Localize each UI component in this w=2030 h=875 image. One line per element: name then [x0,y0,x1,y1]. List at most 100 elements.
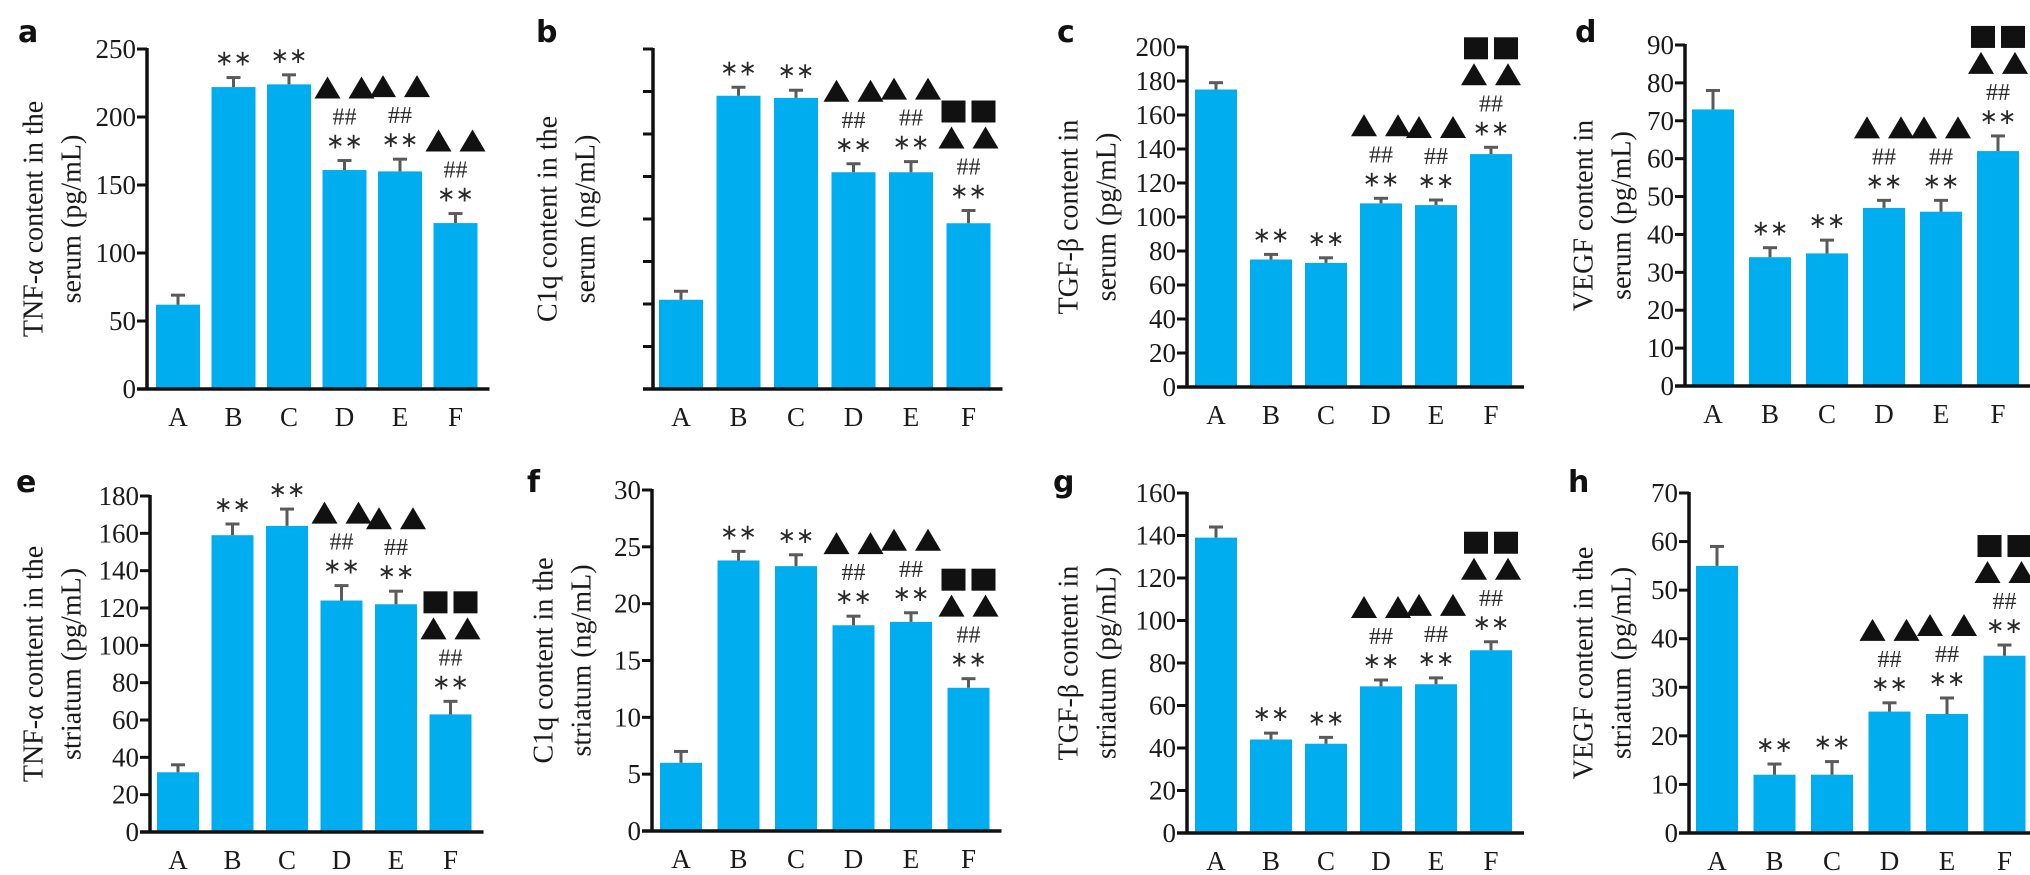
significance-hash: ## [1479,91,1503,117]
x-tick-label: F [1483,846,1498,875]
y-tick-label: 0 [628,816,642,846]
triangle-marker [314,76,341,99]
y-tick-label: 200 [1136,32,1177,62]
triangle-marker [938,594,965,617]
y-tick-label: 0 [1661,371,1675,401]
bar-A [1195,89,1237,387]
x-tick-label: C [1823,846,1841,875]
x-tick-label: D [1880,846,1900,875]
significance-hash: ## [1878,647,1902,673]
x-tick-label: C [280,402,298,432]
triangle-marker [348,76,375,99]
significance-hash: ## [444,158,468,184]
significance-triangles [823,79,884,102]
y-tick-label: 150 [96,170,137,200]
x-tick-label: F [1990,399,2005,429]
bar-A [156,304,200,389]
x-tick-label: A [1703,399,1723,429]
significance-stars: ∗∗ [1308,227,1345,252]
bar-D [1868,711,1911,833]
bar-C [775,566,817,831]
x-tick-label: E [903,844,920,874]
y-tick-label: 30 [1651,672,1678,702]
triangle-marker [1440,593,1466,616]
bar-F [1983,655,2026,833]
y-tick-label: 160 [99,518,140,548]
bar-E [1415,684,1457,833]
y-tick-label: 250 [96,34,137,64]
square-marker [1494,531,1518,554]
y-tick-label: 20 [1647,295,1674,325]
significance-stars: ∗∗ [269,478,306,503]
y-axis-label: striatum (pg/mL) [57,568,88,760]
x-tick-label: D [335,402,355,432]
y-tick-label: 100 [1136,606,1177,636]
significance-stars: ∗∗ [1980,105,2017,130]
significance-stars: ∗∗ [1308,706,1345,731]
x-tick-label: B [224,402,242,432]
bar-A [659,299,703,389]
y-tick-label: 10 [614,702,641,732]
square-marker [941,568,966,591]
panel-letter: c [1057,15,1075,50]
x-tick-label: F [448,402,463,432]
triangle-marker [972,594,999,617]
x-tick-label: B [1262,846,1280,875]
triangle-marker [459,129,486,152]
significance-hash: ## [1424,144,1448,170]
square-marker [1494,37,1518,60]
significance-hash: ## [1872,144,1896,170]
bar-B [211,87,256,389]
panel-b: b C1q content in the serum (ng/mL) A B ∗∗ C ∗∗ D… [533,15,1003,432]
y-axis-label: C1q content in the [533,116,564,322]
significance-triangles [881,528,941,551]
significance-stars: ∗∗ [1418,647,1455,672]
significance-hash: ## [842,560,866,586]
y-tick-label: 50 [1647,182,1674,212]
significance-hash: ## [899,106,923,132]
bar-D [1863,207,1905,386]
y-tick-label: 40 [1149,733,1176,763]
square-marker [971,568,996,591]
x-tick-label: E [388,845,405,875]
significance-stars: ∗∗ [893,131,930,156]
square-marker [1971,25,1995,48]
y-axis-label: striatum (pg/mL) [1607,567,1638,759]
x-tick-label: D [1371,400,1391,430]
significance-stars: ∗∗ [720,520,757,545]
square-marker [971,100,996,123]
y-tick-label: 20 [1149,338,1176,368]
significance-triangles [1968,51,2028,74]
bar-F [1977,151,2019,386]
significance-hash: ## [439,645,463,671]
panel-letter: h [1568,465,1589,500]
y-tick-label: 20 [1149,776,1176,806]
significance-squares [1464,531,1518,554]
triangle-marker [1406,593,1432,616]
y-axis-label: TGF-β content in [1054,120,1085,315]
significance-stars: ∗∗ [271,44,308,69]
significance-triangles [314,76,375,99]
x-tick-label: B [223,845,241,875]
significance-stars: ∗∗ [950,180,987,205]
bar-C [266,525,308,832]
panel-a: a TNF-α content in the serum (pg/mL) A B ∗∗ C ∗… [18,15,490,432]
y-tick-label: 0 [1665,818,1679,848]
y-tick-label: 160 [1136,100,1177,130]
triangle-marker [366,507,392,530]
x-tick-label: B [1765,846,1783,875]
significance-stars: ∗∗ [323,555,360,580]
triangle-marker [425,129,452,152]
square-marker [453,591,478,614]
y-tick-label: 140 [99,556,140,586]
bar-C [1811,774,1853,833]
y-axis-label: C1q content in the [529,557,560,763]
y-tick-label: 20 [112,780,139,810]
x-tick-label: E [1939,846,1956,875]
triangle-marker [1351,114,1377,137]
y-tick-label: 30 [614,475,641,505]
significance-hash: ## [1369,142,1393,168]
significance-stars: ∗∗ [378,560,415,585]
triangle-marker [1461,557,1487,580]
